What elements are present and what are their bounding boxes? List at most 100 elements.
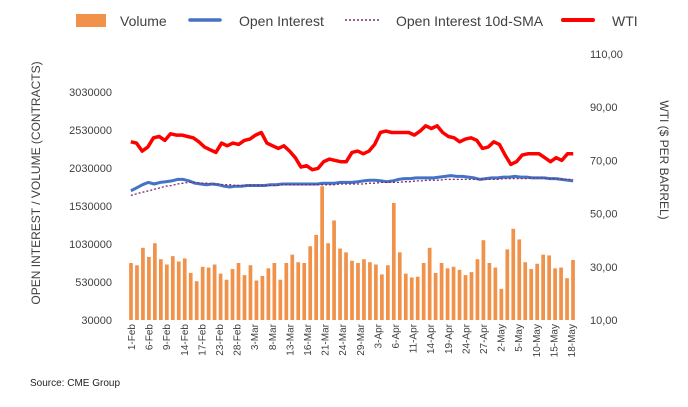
volume-bar <box>302 263 307 320</box>
x-tick-label: 15-May <box>549 324 560 357</box>
volume-bar <box>326 243 330 320</box>
x-tick-label: 17-Feb <box>197 324 208 356</box>
volume-bar <box>182 258 187 320</box>
source-note: Source: CME Group <box>30 378 120 389</box>
volume-bar <box>427 247 432 320</box>
legend-item-wti: WTI <box>561 13 638 29</box>
volume-bar <box>135 265 139 320</box>
x-tick-label: 18-May <box>567 324 578 357</box>
y-left-tick-label: 30000 <box>81 315 112 327</box>
x-tick-label: 23-Feb <box>215 324 226 356</box>
legend-label-wti: WTI <box>612 13 638 29</box>
x-tick-label: 14-Feb <box>180 324 191 356</box>
volume-bar <box>362 259 366 320</box>
y-right-tick-label: 110,00 <box>590 49 623 61</box>
x-tick-label: 19-Apr <box>444 323 455 354</box>
open-interest-sma-line <box>130 177 574 197</box>
volume-bar <box>200 266 205 320</box>
legend: Volume Open Interest Open Interest 10d-S… <box>76 13 638 29</box>
y-right-tick-label: 70,00 <box>590 155 618 167</box>
volume-bar <box>457 269 462 320</box>
y-right-tick-label: 10,00 <box>590 315 618 327</box>
volume-bar <box>153 243 157 320</box>
volume-bar <box>481 240 486 320</box>
volume-bar <box>433 272 438 320</box>
volume-bar <box>487 263 492 320</box>
volume-bar <box>308 246 313 320</box>
volume-bar <box>499 288 504 320</box>
volume-bar <box>385 265 390 320</box>
x-tick-label: 6-Apr <box>391 323 402 348</box>
open-interest-line <box>130 174 574 193</box>
volume-bar <box>565 278 569 320</box>
y-left-tick-label: 2530000 <box>69 125 112 137</box>
y-left-tick-label: 1530000 <box>69 201 112 213</box>
y-left-tick-label: 1030000 <box>69 239 112 251</box>
volume-bar <box>141 247 145 320</box>
volume-bar <box>421 263 426 320</box>
x-tick-label: 16-Mar <box>303 323 314 355</box>
legend-item-open-interest: Open Interest <box>188 13 324 29</box>
volume-bar <box>332 220 336 320</box>
volume-bar <box>397 252 402 320</box>
volume-bar <box>529 269 534 320</box>
volume-bar <box>356 263 360 320</box>
volume-bar <box>170 256 175 320</box>
volume-bar <box>260 275 265 320</box>
volume-bar <box>391 202 396 320</box>
legend-item-volume: Volume <box>76 13 167 29</box>
volume-bar <box>290 254 295 320</box>
volume-bar <box>278 279 283 320</box>
x-tick-label: 8-Mar <box>268 323 279 350</box>
volume-bar <box>194 281 199 320</box>
volume-bar <box>284 263 289 320</box>
y-left-tick-label: 3030000 <box>69 87 112 99</box>
volume-bar <box>493 267 498 320</box>
x-tick-label: 6-Feb <box>145 324 156 351</box>
volume-bar <box>129 263 133 320</box>
volume-bar <box>415 276 420 320</box>
x-tick-label: 13-Mar <box>285 323 296 355</box>
volume-bar <box>147 256 151 320</box>
volume-bar <box>368 262 372 320</box>
volume-bar <box>517 239 522 320</box>
x-tick-label: 1-Feb <box>127 324 138 351</box>
x-tick-label: 2-May <box>497 324 508 352</box>
y-right-tick-label: 30,00 <box>590 262 618 274</box>
volume-bar <box>206 267 211 320</box>
volume-bar <box>188 272 193 320</box>
volume-bar <box>272 263 277 320</box>
volume-bar <box>248 265 253 320</box>
volume-bar <box>266 268 271 320</box>
volume-bar <box>553 268 557 320</box>
y-axis-right-title: WTI ($ PER BARREL) <box>657 100 671 219</box>
volume-bar <box>523 262 528 320</box>
volume-bar <box>451 266 456 320</box>
volume-bar <box>224 279 229 320</box>
volume-bars <box>129 186 575 320</box>
y-right-tick-label: 50,00 <box>590 209 618 221</box>
x-tick-label: 10-May <box>532 324 543 357</box>
volume-bar <box>159 259 163 320</box>
volume-bar <box>380 274 384 320</box>
legend-label-volume: Volume <box>120 13 167 29</box>
volume-bar <box>469 272 474 320</box>
y-left-tick-label: 2030000 <box>69 163 112 175</box>
volume-bar <box>439 263 444 320</box>
volume-bar <box>535 263 540 320</box>
volume-bar <box>218 273 223 320</box>
volume-bar <box>314 234 319 320</box>
legend-item-open-interest-sma: Open Interest 10d-SMA <box>345 13 544 29</box>
volume-bar <box>463 275 468 320</box>
x-tick-label: 27-Apr <box>479 323 490 354</box>
x-tick-label: 21-Mar <box>321 323 332 355</box>
volume-bar <box>559 267 563 320</box>
volume-bar <box>571 259 575 320</box>
series-lines <box>130 124 574 197</box>
volume-bar <box>212 264 217 320</box>
volume-bar <box>350 260 354 320</box>
x-tick-label: 28-Feb <box>233 324 244 356</box>
x-tick-label: 5-May <box>514 324 525 352</box>
y-left-tick-label: 530000 <box>75 277 112 289</box>
